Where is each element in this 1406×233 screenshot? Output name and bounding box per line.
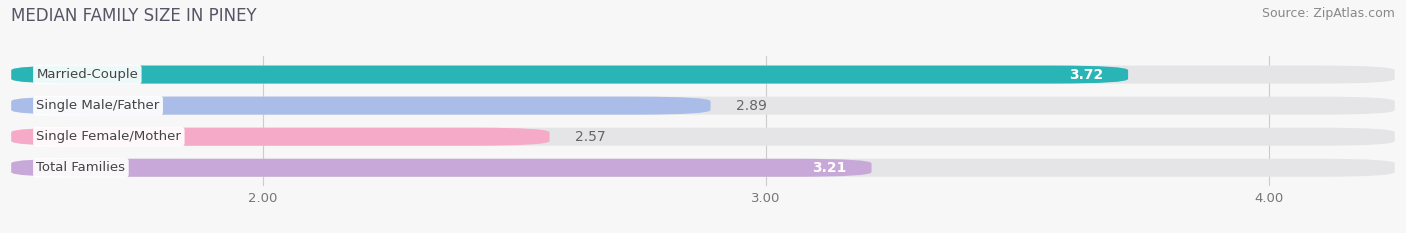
Text: Single Male/Father: Single Male/Father xyxy=(37,99,160,112)
Text: 3.72: 3.72 xyxy=(1069,68,1102,82)
Text: 2.89: 2.89 xyxy=(735,99,766,113)
FancyBboxPatch shape xyxy=(11,159,872,177)
FancyBboxPatch shape xyxy=(11,65,1128,84)
FancyBboxPatch shape xyxy=(11,128,550,146)
Text: Single Female/Mother: Single Female/Mother xyxy=(37,130,181,143)
FancyBboxPatch shape xyxy=(11,159,1395,177)
FancyBboxPatch shape xyxy=(11,97,710,115)
FancyBboxPatch shape xyxy=(11,65,1395,84)
Text: Source: ZipAtlas.com: Source: ZipAtlas.com xyxy=(1261,7,1395,20)
Text: Total Families: Total Families xyxy=(37,161,125,174)
Text: 2.57: 2.57 xyxy=(575,130,606,144)
Text: Married-Couple: Married-Couple xyxy=(37,68,138,81)
Text: 3.21: 3.21 xyxy=(813,161,846,175)
FancyBboxPatch shape xyxy=(11,128,1395,146)
FancyBboxPatch shape xyxy=(11,97,1395,115)
Text: MEDIAN FAMILY SIZE IN PINEY: MEDIAN FAMILY SIZE IN PINEY xyxy=(11,7,257,25)
